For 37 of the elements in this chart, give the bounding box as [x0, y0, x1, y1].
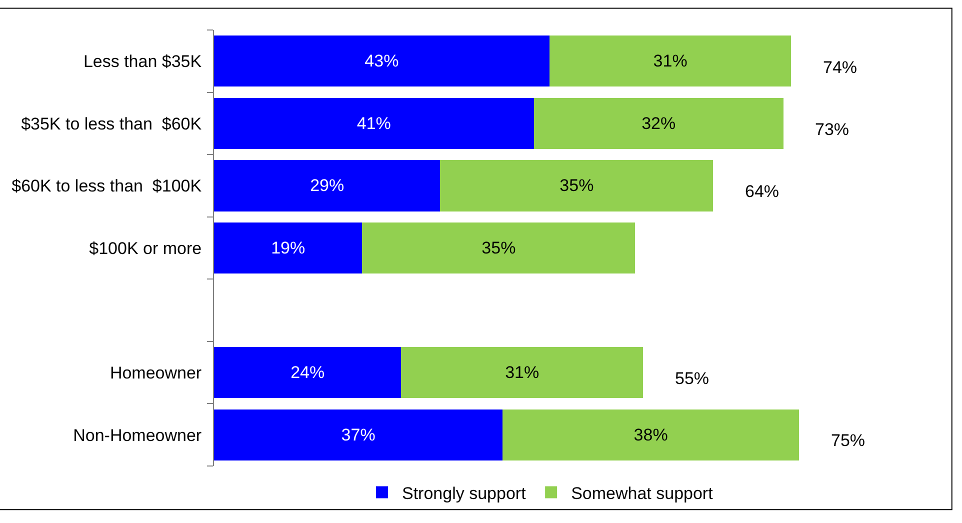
bar [502, 409, 799, 460]
total-label: 64% [745, 182, 780, 201]
data-label: 37% [341, 425, 376, 444]
bar [440, 160, 714, 212]
y-tick-label: Homeowner [110, 364, 202, 383]
y-tick-label: $60K to less than $100K [12, 176, 202, 196]
data-label: 43% [364, 52, 399, 71]
bar [214, 36, 550, 87]
data-label: 32% [642, 114, 676, 133]
bar [214, 160, 440, 212]
data-label: 19% [271, 238, 306, 258]
data-label: 29% [310, 176, 344, 196]
y-tick-label: $100K or more [89, 238, 202, 258]
bar [549, 36, 792, 87]
bar [362, 222, 636, 274]
y-tick-label: $35K to less than $60K [21, 114, 202, 134]
y-tick-label: Less than $35K [83, 52, 202, 72]
total-label: 75% [831, 431, 866, 450]
total-label: 73% [815, 120, 850, 139]
bar [214, 409, 503, 460]
data-label: 24% [290, 363, 325, 382]
bar [534, 98, 784, 149]
total-label: 74% [823, 58, 858, 77]
legend-label: Strongly support [402, 484, 526, 503]
data-label: 35% [482, 238, 516, 258]
bar [214, 347, 402, 398]
legend-label: Somewhat support [571, 484, 714, 503]
data-label: 31% [505, 363, 540, 382]
bar [214, 222, 362, 274]
data-label: 38% [634, 425, 668, 444]
data-label: 35% [560, 176, 594, 196]
total-label: 55% [675, 369, 710, 388]
bar [401, 347, 643, 398]
data-label: 31% [653, 52, 688, 71]
data-label: 41% [356, 114, 391, 133]
bar [214, 98, 534, 149]
y-tick-label: Non-Homeowner [73, 426, 202, 445]
